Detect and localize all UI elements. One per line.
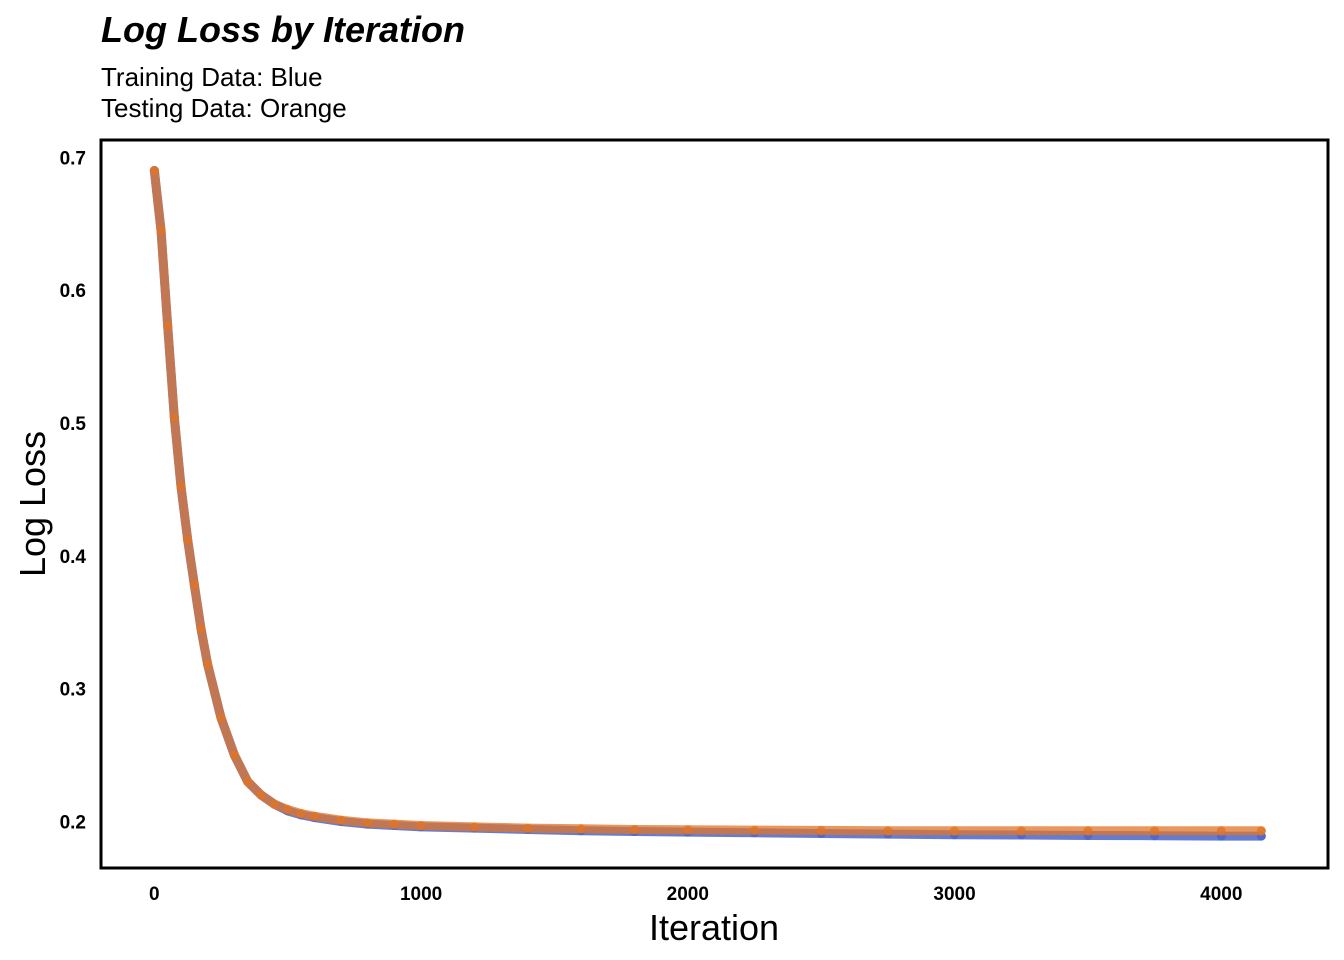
chart-title: Log Loss by Iteration bbox=[101, 9, 466, 50]
data-point bbox=[950, 826, 960, 836]
y-tick-label: 0.6 bbox=[60, 281, 86, 302]
data-point bbox=[256, 790, 266, 800]
data-point bbox=[149, 166, 159, 176]
x-tick-label: 4000 bbox=[1200, 884, 1242, 905]
series-layer bbox=[149, 166, 1266, 841]
data-point bbox=[169, 413, 179, 423]
y-tick-label: 0.7 bbox=[60, 148, 86, 169]
data-point bbox=[176, 482, 186, 492]
data-point bbox=[183, 535, 193, 545]
x-axis-ticks: 0 1000 2000 3000 4000 bbox=[149, 884, 1242, 905]
data-point bbox=[163, 321, 173, 331]
data-point bbox=[1216, 826, 1226, 836]
data-point bbox=[309, 811, 319, 821]
series-line bbox=[149, 166, 1266, 841]
y-tick-label: 0.5 bbox=[60, 414, 87, 435]
chart-subtitle-training: Training Data: Blue bbox=[101, 62, 323, 92]
data-point bbox=[189, 580, 199, 590]
x-tick-label: 3000 bbox=[933, 884, 975, 905]
data-point bbox=[229, 750, 239, 760]
data-point bbox=[1016, 826, 1026, 836]
data-point bbox=[363, 818, 373, 828]
x-axis-title: Iteration bbox=[649, 907, 779, 948]
data-point bbox=[816, 825, 826, 835]
y-tick-label: 0.3 bbox=[60, 680, 86, 701]
plot-panel-border bbox=[99, 138, 1330, 870]
data-point bbox=[1150, 826, 1160, 836]
data-point bbox=[389, 819, 399, 829]
data-point bbox=[196, 624, 206, 634]
data-point bbox=[203, 660, 213, 670]
data-point bbox=[216, 713, 226, 723]
data-point bbox=[283, 805, 293, 815]
data-point bbox=[416, 820, 426, 830]
chart-subtitle-testing: Testing Data: Orange bbox=[101, 93, 347, 123]
data-point bbox=[683, 825, 693, 835]
data-point bbox=[1083, 826, 1093, 836]
series-training bbox=[149, 166, 1266, 841]
x-tick-label: 1000 bbox=[400, 884, 442, 905]
data-point bbox=[156, 225, 166, 235]
data-point bbox=[883, 826, 893, 836]
data-point bbox=[523, 823, 533, 833]
data-point bbox=[336, 815, 346, 825]
series-testing bbox=[149, 166, 1266, 836]
x-tick-label: 0 bbox=[149, 884, 160, 905]
data-point bbox=[750, 825, 760, 835]
y-tick-label: 0.2 bbox=[60, 813, 86, 834]
x-tick-label: 2000 bbox=[667, 884, 709, 905]
data-point bbox=[243, 777, 253, 787]
series-line bbox=[149, 166, 1266, 836]
data-point bbox=[469, 822, 479, 832]
y-tick-label: 0.4 bbox=[60, 547, 87, 568]
data-point bbox=[269, 799, 279, 809]
data-point bbox=[576, 824, 586, 834]
data-point bbox=[1256, 826, 1266, 836]
y-axis-ticks: 0.2 0.3 0.4 0.5 0.6 0.7 bbox=[60, 148, 87, 833]
y-axis-title: Log Loss bbox=[12, 431, 53, 577]
data-point bbox=[629, 824, 639, 834]
data-point bbox=[296, 809, 306, 819]
